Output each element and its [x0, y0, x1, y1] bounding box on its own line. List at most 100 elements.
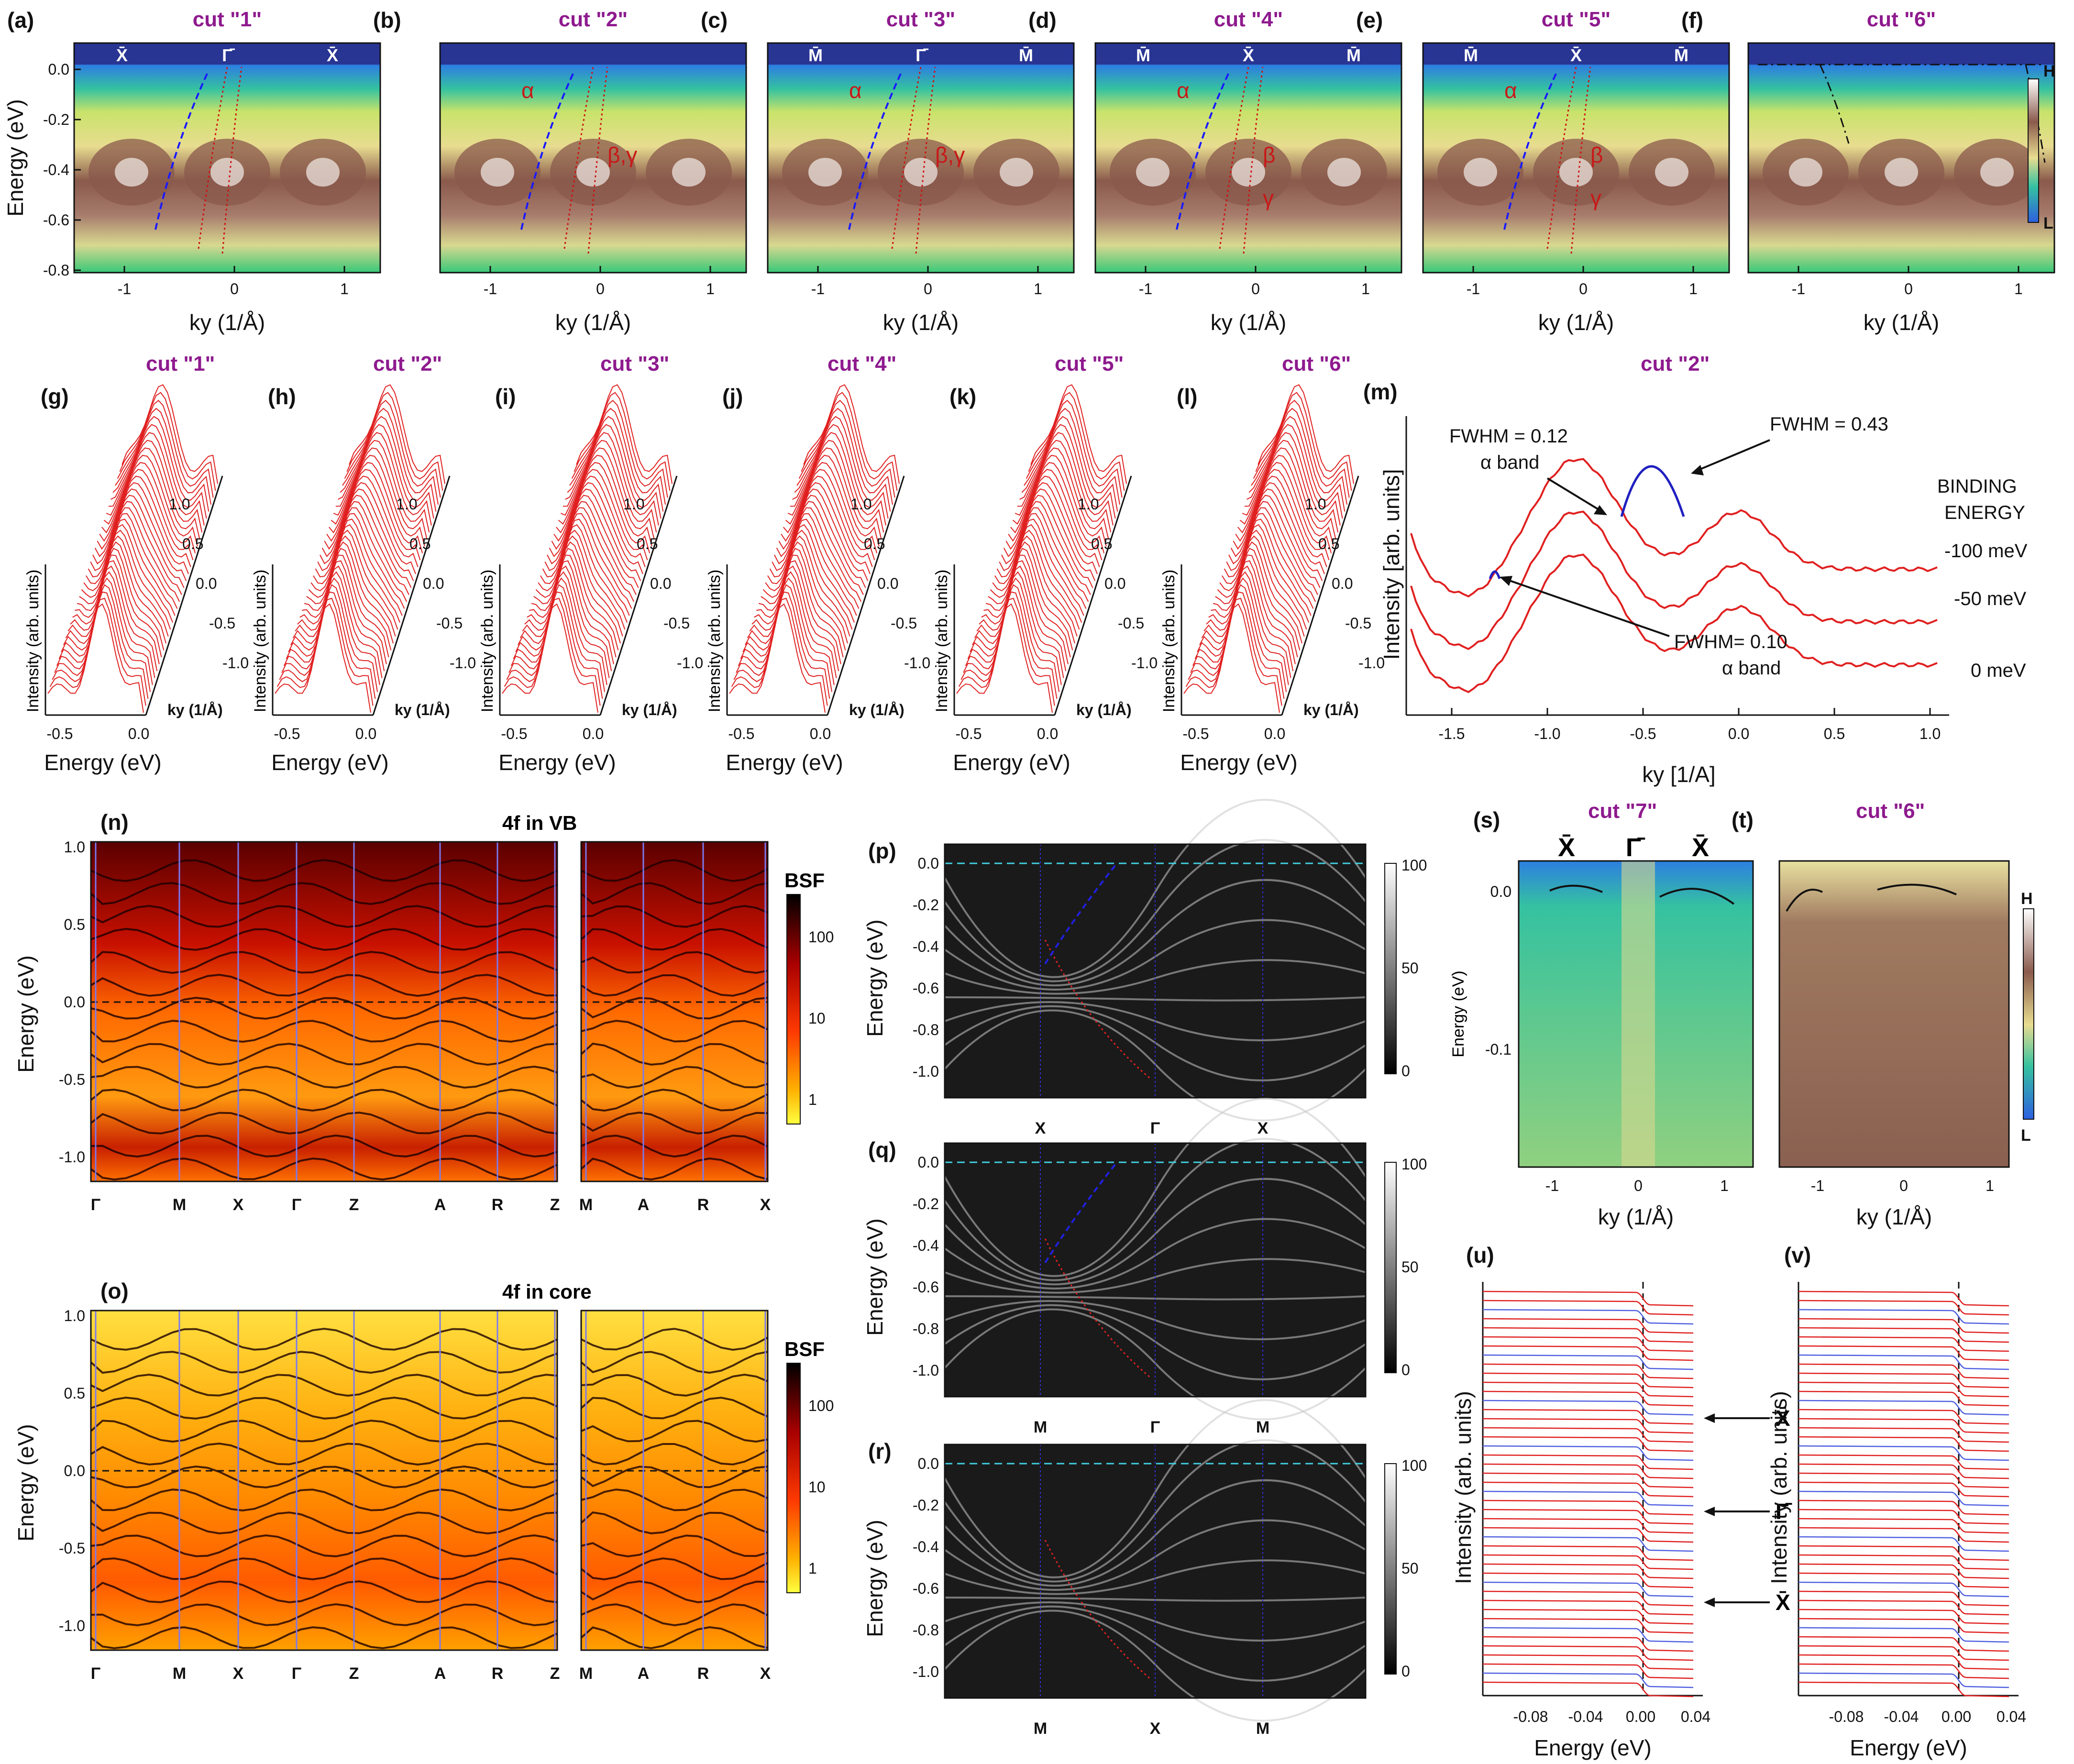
edc-curve — [1798, 1409, 2009, 1425]
bsf-k-label: X — [1150, 1720, 1161, 1738]
mdc-curve — [1410, 458, 1938, 598]
waterfall-cut-title: cut "4" — [827, 352, 896, 375]
waterfall-x-tick-label: -0.5 — [501, 725, 527, 742]
calc-band-line — [90, 1327, 558, 1351]
edc-curve — [745, 560, 841, 664]
edc-curve — [86, 501, 182, 595]
edc-curve — [1798, 1654, 2009, 1670]
edc-curve — [533, 518, 630, 616]
edc-curve — [742, 565, 839, 672]
panel-t-map — [1779, 861, 2009, 1167]
arpes-cut-title: cut "2" — [559, 8, 628, 31]
calc-band-line — [90, 1019, 558, 1043]
calc-band-line — [90, 1396, 558, 1420]
bsf-gray-cbar-tick: 50 — [1401, 1560, 1419, 1577]
bsf-gray-cbar-tick: 0 — [1401, 1361, 1410, 1378]
waterfall-ky-axis — [1054, 475, 1132, 716]
edc-curve — [506, 591, 603, 699]
waterfall-panel-3: (j) cut "4" 1.0 0.5 0.0 -0.5 -1.0 ky (1/Å) -0.5 0… — [706, 352, 930, 775]
calc-frame-right — [580, 1310, 769, 1651]
bsf-cbar-title: BSF — [784, 869, 825, 892]
edc-curve — [983, 529, 1080, 630]
edc-curve — [1217, 513, 1314, 609]
edc-curve — [1482, 1472, 1694, 1488]
waterfall-ylabel: Intensity (arb. units) — [251, 570, 269, 713]
calc-band-line — [580, 1397, 769, 1420]
uv-ylabel: Intensity (arb. units) — [1451, 1391, 1476, 1584]
bsf-gray-cbar-tick: 100 — [1401, 1156, 1427, 1173]
waterfall-x-tick-label: 0.0 — [1264, 725, 1285, 742]
edc-curve — [1798, 1572, 2009, 1588]
edc-curve — [326, 462, 423, 553]
edc-curve — [72, 535, 169, 637]
edc-curve — [731, 597, 828, 706]
edc-curve — [756, 529, 853, 630]
edc-curve — [1244, 432, 1341, 526]
arpes-band-highlight — [210, 158, 244, 187]
edc-curve — [75, 529, 171, 630]
y-tick-label: -0.2 — [43, 111, 69, 128]
bsf-ylabel: Energy (eV) — [862, 1218, 887, 1335]
ky-tick-label: 0.0 — [650, 575, 671, 592]
bsf-k-label: X — [1035, 1119, 1046, 1137]
arpes-panel-label: (e) — [1356, 8, 1383, 33]
edc-curve — [47, 603, 144, 713]
panel-s-k-label: Γ̄ — [1626, 833, 1645, 862]
panel-t-cut-title: cut "6" — [1856, 799, 1925, 823]
ky-tick-label: 1.0 — [1078, 496, 1099, 513]
arpes-above-ef-band — [440, 43, 746, 65]
k-path-label: M — [579, 1196, 593, 1214]
arrow-fwhm3 — [1504, 578, 1670, 637]
edc-curve — [774, 482, 871, 574]
bsf-cbar-tick: 1 — [808, 1091, 817, 1108]
bsf-gray-cbar-tick: 50 — [1401, 1258, 1419, 1276]
calc-ylabel: Energy (eV) — [13, 955, 38, 1072]
dispersion-guide — [1819, 64, 1850, 144]
arpes-overlay — [1044, 1238, 1151, 1378]
calc-band-line — [90, 973, 558, 997]
edc-curve — [67, 548, 165, 650]
edc-curve — [1482, 1318, 1694, 1334]
edc-curve — [1482, 1372, 1694, 1389]
edc-curve — [994, 501, 1091, 595]
edc-curve — [1019, 424, 1116, 519]
arpes-panel-0: (a) cut "1"X̄ Γ̄ X̄0.0-0.2-0.4-0.6-0.8Energ… — [3, 8, 381, 335]
calc-band-line — [580, 1089, 769, 1112]
k-point-label: X̄ — [1570, 45, 1582, 65]
bsf-panel-label: (q) — [868, 1137, 896, 1162]
panel-m-cut-title: cut "2" — [1641, 352, 1710, 375]
bsf-y-tick-label: -0.4 — [913, 1538, 939, 1555]
edc-curve — [119, 392, 216, 491]
calc-band-line — [581, 1603, 769, 1627]
edc-curve — [1798, 1581, 2009, 1598]
calc-y-tick-label: 1.0 — [64, 1307, 85, 1324]
panel-s-x-tick-label: -1 — [1545, 1177, 1559, 1194]
edc-curve — [97, 469, 194, 561]
edc-curve — [792, 424, 889, 519]
edc-curve — [803, 384, 900, 484]
waterfall-x-tick-label: -0.5 — [274, 725, 300, 742]
edc-curve — [92, 482, 189, 574]
edc-curve — [785, 447, 882, 540]
calc-band-line — [580, 928, 769, 951]
k-path-label: X — [233, 1665, 244, 1683]
top-row-ylabel: Energy (eV) — [3, 99, 28, 216]
calc-y-tick-label: -1.0 — [59, 1148, 85, 1166]
ky-tick-label: 0.5 — [864, 535, 885, 552]
edc-curve — [571, 399, 668, 498]
edc-curve — [556, 454, 652, 547]
bsf-y-tick-label: 0.0 — [918, 1154, 939, 1171]
calc-y-tick-label: -0.5 — [59, 1540, 85, 1557]
edc-curve — [761, 518, 857, 616]
calc-band-line — [90, 1043, 558, 1066]
edc-curve — [1482, 1400, 1694, 1416]
edc-curve — [56, 577, 153, 685]
uv-x-tick-label: -0.04 — [1568, 1708, 1603, 1725]
calc-band-line — [581, 1420, 768, 1443]
edc-curve — [315, 495, 412, 588]
waterfall-row: (g) cut "1" 1.0 0.5 0.0 -0.5 -1.0 ky (1/Å) -0.5 0… — [24, 352, 1385, 775]
edc-curve — [90, 488, 187, 581]
ky-tick-label: 0.0 — [1104, 575, 1125, 592]
ky-tick-label: -0.5 — [663, 615, 690, 632]
edc-curve — [1482, 1645, 1694, 1661]
